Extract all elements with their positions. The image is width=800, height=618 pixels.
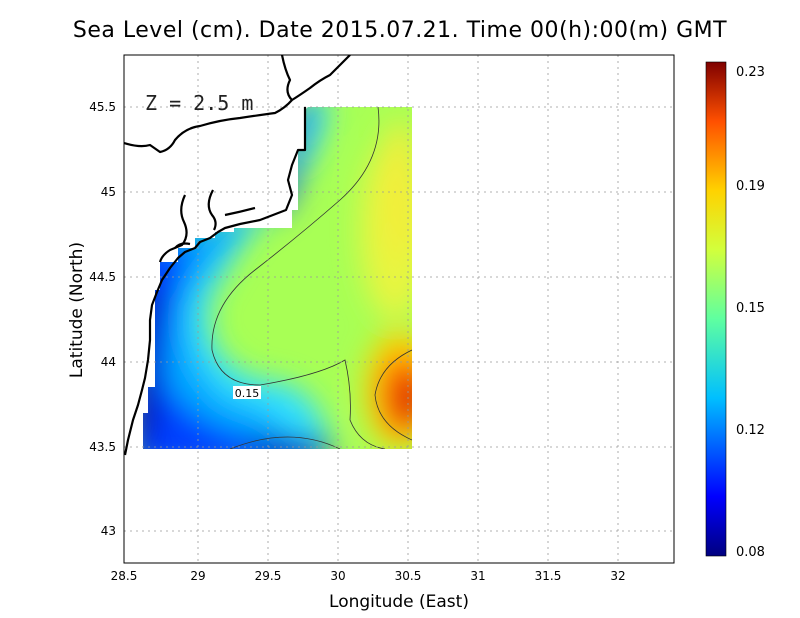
colorbar-bar	[705, 61, 727, 557]
colorbar-tick-label: 0.12	[736, 423, 765, 438]
y-tick-label: 43	[101, 524, 116, 538]
colorbar: 0.08 0.12 0.15 0.19 0.23	[705, 61, 765, 560]
colorbar-tick-label: 0.08	[736, 545, 765, 560]
x-tick-label: 31	[470, 569, 485, 583]
y-tick-labels: 43 43.5 44 44.5 45 45.5	[89, 100, 116, 538]
x-tick-labels: 28.5 29 29.5 30 30.5 31 31.5 32	[111, 569, 626, 583]
x-tick-label: 29	[190, 569, 205, 583]
x-tick-label: 30	[330, 569, 345, 583]
plot-border	[123, 54, 675, 564]
x-tick-label: 29.5	[255, 569, 282, 583]
x-axis-label: Longitude (East)	[329, 592, 469, 612]
colorbar-tick-label: 0.15	[736, 301, 765, 316]
coastline	[124, 55, 351, 456]
y-tick-label: 45.5	[89, 100, 116, 114]
y-tick-label: 44.5	[89, 270, 116, 284]
x-tick-label: 32	[610, 569, 625, 583]
grid-lines	[124, 55, 674, 563]
map-title: Sea Level (cm). Date 2015.07.21. Time 00…	[72, 18, 728, 43]
contour-label: 0.15	[235, 387, 260, 400]
depth-label: Z = 2.5 m	[145, 91, 253, 115]
x-tick-label: 28.5	[111, 569, 138, 583]
y-tick-label: 45	[101, 185, 116, 199]
x-tick-label: 30.5	[395, 569, 422, 583]
y-tick-label: 44	[101, 355, 116, 369]
colorbar-tick-label: 0.23	[736, 65, 765, 80]
y-tick-label: 43.5	[89, 440, 116, 454]
contour-label-bg	[233, 386, 261, 399]
colorbar-tick-label: 0.19	[736, 179, 765, 194]
y-axis-label: Latitude (North)	[67, 242, 87, 378]
x-tick-label: 31.5	[535, 569, 562, 583]
